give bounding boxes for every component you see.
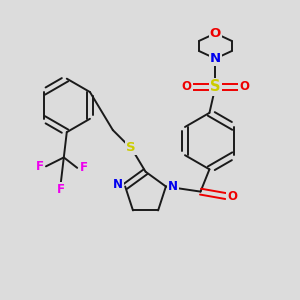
Text: N: N: [113, 178, 123, 191]
Text: O: O: [227, 190, 237, 202]
Text: O: O: [210, 27, 221, 40]
Text: N: N: [168, 180, 178, 193]
Text: O: O: [182, 80, 192, 93]
Text: F: F: [57, 183, 65, 196]
Text: F: F: [80, 161, 88, 174]
Text: O: O: [239, 80, 249, 93]
Text: F: F: [35, 160, 44, 173]
Text: N: N: [210, 52, 221, 65]
Text: S: S: [126, 141, 136, 154]
Text: S: S: [210, 79, 220, 94]
